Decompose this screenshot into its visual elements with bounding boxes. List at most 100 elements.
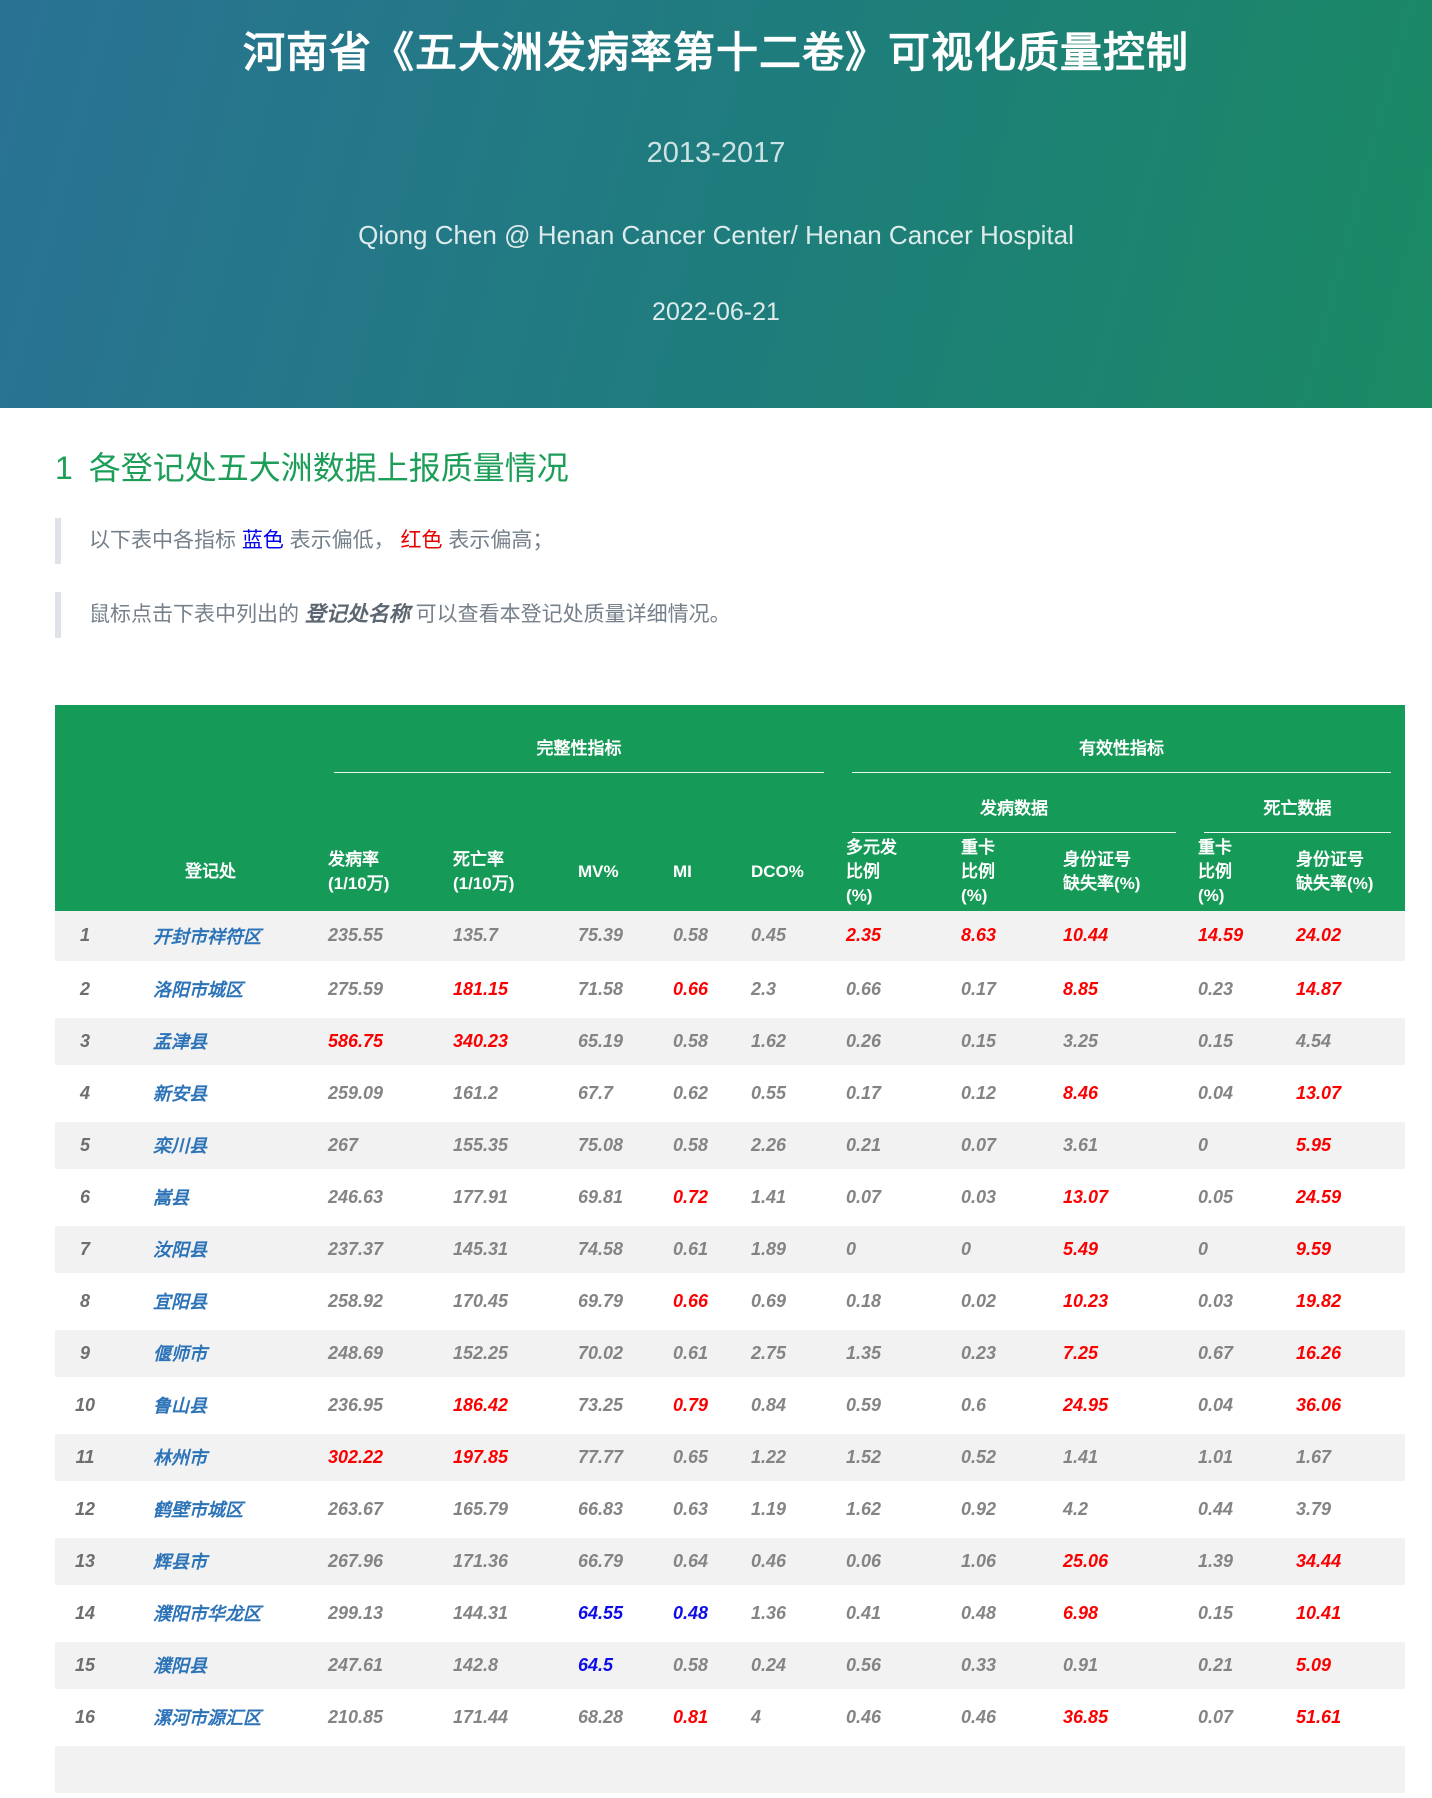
value-cell: 0.24: [743, 1639, 839, 1691]
col-header-duplicate-ratio-incidence: 重卡 比例 (%): [953, 833, 1056, 911]
value-cell: 0: [838, 1223, 954, 1275]
value-cell: 68.28: [578, 1706, 624, 1727]
table-row: 5 栾川县 267 155.35 75.08 0.58 2.26 0.21 0.07 3.61 0 5…: [55, 1119, 1406, 1171]
registry-link[interactable]: 洛阳市城区: [153, 980, 243, 1000]
value-cell: 0.33: [953, 1639, 1056, 1691]
table-body: 1 开封市祥符区 235.55 135.7 75.39 0.58 0.45 2.35 8.63 1…: [55, 911, 1406, 1795]
value-cell: 1.19: [751, 1498, 787, 1519]
registry-link[interactable]: 鲁山县: [153, 1396, 207, 1416]
value-cell: 186.42: [453, 1394, 509, 1415]
registry-link[interactable]: 汝阳县: [153, 1240, 207, 1260]
row-number: 9: [55, 1327, 115, 1379]
value-cell: 1.41: [1055, 1431, 1191, 1483]
table-row: 3 孟津县 586.75 340.23 65.19 0.58 1.62 0.26 0.15 3.2…: [55, 1015, 1406, 1067]
value-cell: 0.04: [1198, 1394, 1234, 1415]
value-cell: 235.55: [320, 911, 445, 963]
registry-link[interactable]: 濮阳市华龙区: [153, 1604, 261, 1624]
registry-cell: 辉县市: [115, 1535, 320, 1587]
report-date: 2022-06-21: [652, 298, 780, 326]
value-cell: 5.09: [1288, 1639, 1406, 1691]
registry-link[interactable]: 栾川县: [153, 1136, 207, 1156]
registry-link[interactable]: 开封市祥符区: [153, 926, 261, 947]
value-cell: 1.62: [846, 1498, 882, 1519]
col-header-mi: MI: [665, 833, 743, 911]
value-cell: 66.83: [578, 1498, 624, 1519]
value-cell: 14.87: [1296, 978, 1342, 999]
table-header: 完整性指标 有效性指标 发病数据 死亡数据 登记处 发病率 (1/10万) 死亡…: [55, 705, 1406, 911]
col-header-mv-percent: MV%: [570, 833, 665, 911]
row-number: 1: [55, 911, 115, 963]
value-cell: 142.8: [445, 1639, 570, 1691]
registry-cell: 开封市祥符区: [115, 911, 320, 963]
hint-note: 鼠标点击下表中列出的 登记处名称 可以查看本登记处质量详细情况。: [55, 592, 1377, 638]
registry-cell: 孟津县: [115, 1015, 320, 1067]
value-cell: 0.45: [743, 911, 839, 963]
value-cell: 258.92: [328, 1290, 384, 1311]
table-row: 16 漯河市源汇区 210.85 171.44 68.28 0.81 4 0.46 0.46 36…: [55, 1691, 1406, 1743]
value-cell: 0.65: [665, 1431, 743, 1483]
value-cell: 0.69: [751, 1290, 787, 1311]
row-number: 12: [74, 1498, 96, 1519]
registry-link[interactable]: 孟津县: [153, 1032, 207, 1052]
registry-cell: 栾川县: [115, 1119, 320, 1171]
hint-registry-word: 登记处名称: [304, 603, 410, 626]
value-cell: 0.18: [846, 1290, 882, 1311]
registry-link[interactable]: 辉县市: [153, 1552, 207, 1572]
value-cell: 10.23: [1063, 1290, 1109, 1311]
row-number: 15: [55, 1639, 115, 1691]
value-cell: 4.54: [1288, 1015, 1406, 1067]
value-cell: 73.25: [578, 1394, 624, 1415]
value-cell: 246.63: [328, 1186, 384, 1207]
registry-link[interactable]: 偃师市: [153, 1344, 207, 1364]
section-title-text: 各登记处五大洲数据上报质量情况: [88, 450, 569, 486]
registry-link[interactable]: 嵩县: [153, 1188, 189, 1208]
registry-cell: 漯河市源汇区: [115, 1691, 320, 1743]
value-cell: 1.62: [743, 1015, 839, 1067]
row-number: 4: [79, 1082, 90, 1103]
value-cell: 5.95: [1288, 1119, 1406, 1171]
value-cell: 0.61: [665, 1223, 743, 1275]
value-cell: 0.46: [743, 1535, 839, 1587]
registry-link[interactable]: 宜阳县: [153, 1292, 207, 1312]
value-cell: 13.07: [1296, 1082, 1342, 1103]
col-header-mortality-rate: 死亡率 (1/10万): [445, 833, 570, 911]
value-cell: 0.06: [838, 1535, 954, 1587]
value-cell: 0.59: [846, 1394, 882, 1415]
value-cell: 0.6: [961, 1394, 987, 1415]
value-cell: 0.81: [673, 1706, 709, 1727]
report-subtitle: 2013-2017: [646, 137, 786, 169]
value-cell: 0.07: [1198, 1706, 1234, 1727]
value-cell: 74.58: [570, 1223, 665, 1275]
value-cell: 0.26: [838, 1015, 954, 1067]
report-banner: 河南省《五大洲发病率第十二卷》可视化质量控制 2013-2017 Qiong C…: [0, 0, 1432, 408]
value-cell: 1.39: [1190, 1535, 1289, 1587]
value-cell: 8.63: [953, 911, 1056, 963]
value-cell: 0.04: [1198, 1082, 1234, 1103]
registry-cell: 宜阳县: [115, 1275, 320, 1327]
table-row: 9 偃师市 248.69 152.25 70.02 0.61 2.75 1.35 0.23 7.2…: [55, 1327, 1406, 1379]
registry-link[interactable]: 鹤壁市城区: [153, 1500, 243, 1520]
registry-link[interactable]: 新安县: [153, 1084, 207, 1104]
value-cell: 0.64: [665, 1535, 743, 1587]
registry-link[interactable]: 漯河市源汇区: [153, 1708, 261, 1728]
value-cell: 3.61: [1055, 1119, 1191, 1171]
registry-link[interactable]: 林州市: [153, 1448, 207, 1468]
table-row: 2 洛阳市城区 275.59 181.15 71.58 0.66 2.3 0.66 0.17 8.…: [55, 963, 1406, 1015]
value-cell: 3.79: [1296, 1498, 1332, 1519]
registry-cell: 嵩县: [115, 1171, 320, 1223]
value-cell: 155.35: [445, 1119, 570, 1171]
value-cell: 1.35: [838, 1327, 954, 1379]
value-cell: 10.44: [1055, 911, 1191, 963]
group-header-label: 有效性指标: [852, 734, 1392, 773]
value-cell: 165.79: [453, 1498, 509, 1519]
col-header-dco-percent: DCO%: [743, 833, 839, 911]
value-cell: 8.46: [1063, 1082, 1099, 1103]
value-cell: 0: [1190, 1223, 1289, 1275]
value-cell: 8.85: [1063, 978, 1099, 999]
value-cell: 0.58: [665, 1639, 743, 1691]
registry-cell: 鲁山县: [115, 1379, 320, 1431]
table-row: 4 新安县 259.09 161.2 67.7 0.62 0.55 0.17 0.12 8.46 0…: [55, 1067, 1406, 1119]
row-number: 3: [55, 1015, 115, 1067]
registry-link[interactable]: 濮阳县: [153, 1656, 207, 1676]
row-number: 14: [74, 1602, 96, 1623]
